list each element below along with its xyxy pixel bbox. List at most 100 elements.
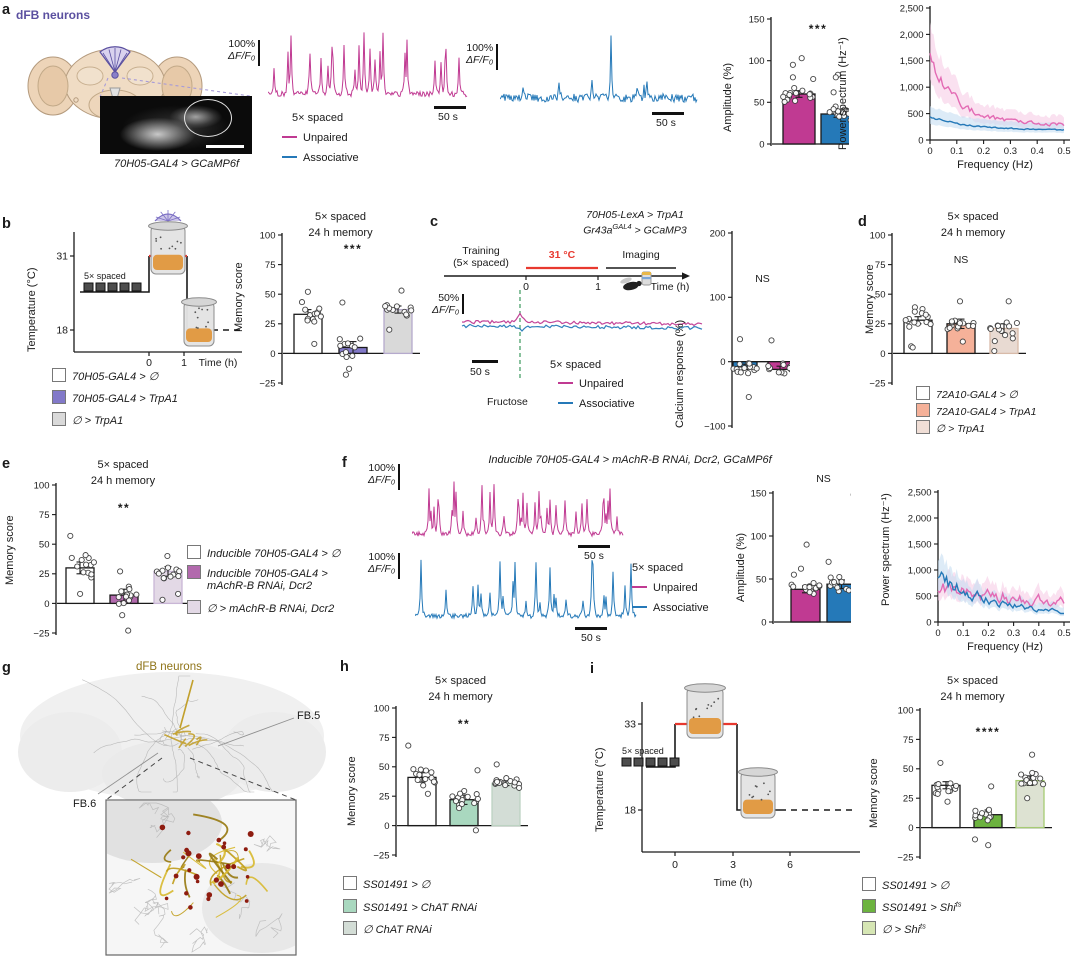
legend-swatch [862,877,876,891]
data-point [317,313,324,320]
calcium-trace [461,312,703,327]
data-point [357,335,364,342]
svg-text:18: 18 [56,325,68,337]
legend-swatch [187,565,201,579]
data-point [410,766,417,773]
panel-label-h: h [340,659,349,675]
legend-swatch [187,600,201,614]
svg-text:150: 150 [751,488,767,499]
svg-text:0.2: 0.2 [977,146,990,157]
svg-text:2,000: 2,000 [908,513,932,524]
data-point [994,322,1002,329]
synapse-dot [213,877,219,883]
legend-swatch [916,403,930,417]
legend-item: Inducible 70H05-GAL4 > ∅ [187,545,340,560]
calcium-trace [461,323,703,332]
svg-text:0: 0 [672,859,678,871]
temperature-axis-label: Temperature (°C) [594,747,606,832]
data-point [985,842,992,849]
svg-text:−25: −25 [259,378,275,389]
data-point [67,532,74,539]
data-point [737,369,744,376]
legend-item: ∅ > TrpA1 [52,412,123,427]
data-point [1013,319,1020,327]
synapse-dot [225,863,231,870]
data-point [948,318,955,325]
data-point [175,573,182,580]
calcium-response-axis-label: Calcium response (%) [674,319,686,428]
i_temp: 33 18 0 3 6 Time (h) 5× spaced [621,683,860,889]
data-point [133,591,140,598]
svg-text:−25: −25 [33,628,49,639]
data-point [927,321,934,328]
data-point [826,109,833,116]
data-point [342,349,349,356]
svg-text:0.1: 0.1 [950,146,963,157]
svg-text:1,000: 1,000 [908,565,932,576]
legend-swatch [916,420,930,434]
legend-swatch [52,412,66,426]
data-point [1018,780,1025,787]
data-point [934,790,941,797]
data-point [1029,769,1036,776]
data-point [840,109,847,116]
chart-title: 5× spaced 24 h memory [308,211,373,239]
panel-f-title: Inducible 70H05-GAL4 > mAchR-B RNAi, Dcr… [488,454,772,466]
f_amplitude: 0 50 100 150 NS [751,473,864,628]
data-point [978,810,986,817]
data-point [971,836,979,843]
data-point [816,582,823,589]
data-point [792,97,799,104]
training-block [633,757,644,767]
data-point [803,541,810,548]
data-point [906,323,913,330]
frequency-axis-label: Frequency (Hz) [957,159,1033,171]
data-point [790,571,797,578]
data-point [832,74,839,81]
data-point [956,320,963,327]
data-point [456,805,463,812]
synapse-dot [195,879,200,884]
synapse-dot [244,899,249,903]
svg-text:75: 75 [265,260,276,271]
synapse-dot [221,844,227,850]
svg-text:50: 50 [875,290,886,301]
legend-item-associative: Associative [558,398,635,410]
data-point [836,113,843,120]
spectrum-line [929,116,1065,131]
svg-text:−25: −25 [869,378,885,389]
svg-text:***: *** [809,22,828,36]
svg-text:1: 1 [181,357,187,369]
data-point [953,782,960,789]
data-point [408,307,415,314]
chart-title: 5× spaced 24 h memory [428,675,493,703]
d_memory: −25 0 25 50 75 100 NS [869,230,1026,389]
unpaired-line-marker [558,382,573,384]
svg-text:0: 0 [44,599,49,610]
svg-text:0.5: 0.5 [1057,146,1070,157]
timebar-line [578,545,610,548]
trace-legend-title: 5× spaced [632,562,684,574]
legend-swatch [916,386,930,400]
svg-text:6: 6 [787,859,793,871]
spectrum-line [937,583,1065,608]
synapse-dot [193,873,200,880]
df-scale-a-unpaired: 100% ΔF/F₀ [228,38,261,66]
data-point [398,287,405,294]
data-point [830,89,837,96]
synapse-dot [173,873,179,879]
svg-text:−100: −100 [704,421,725,432]
data-point [430,778,437,785]
data-point [911,319,918,326]
data-point [160,575,167,582]
svg-text:500: 500 [916,591,932,602]
svg-text:0: 0 [720,357,725,368]
legend-item: 72A10-GAL4 > ∅ [916,386,1018,401]
data-point [119,612,126,619]
data-point [792,90,800,97]
synapse-dot [243,847,248,852]
data-point [502,782,509,789]
svg-text:(5× spaced): (5× spaced) [453,257,509,269]
svg-text:0: 0 [880,349,885,360]
svg-text:0: 0 [935,628,940,639]
